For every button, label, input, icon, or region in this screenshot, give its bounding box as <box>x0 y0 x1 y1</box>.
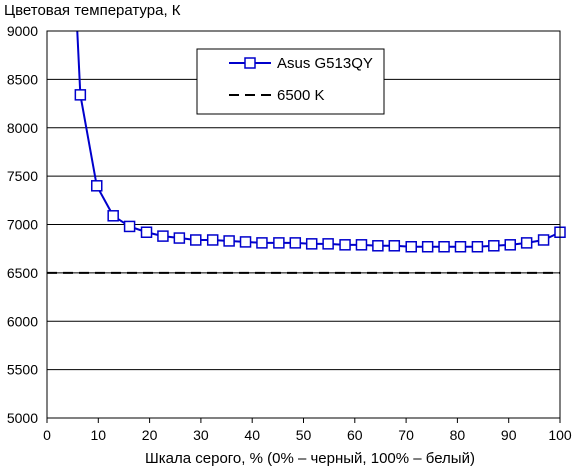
data-point-asus <box>372 240 384 252</box>
data-point-asus <box>405 241 417 253</box>
legend-marker-asus <box>244 57 256 69</box>
x-tick-label: 20 <box>142 427 158 443</box>
y-tick-label: 6000 <box>7 313 38 329</box>
y-tick-label: 6500 <box>7 265 38 281</box>
data-point-asus <box>388 240 401 252</box>
data-point-asus <box>471 241 484 253</box>
y-tick-labels: 5000 5500 6000 6500 7000 7500 8000 8500 9000 <box>7 23 38 426</box>
data-point-asus <box>339 239 351 251</box>
data-point-asus <box>206 234 219 246</box>
y-tick-label: 5000 <box>7 410 38 426</box>
x-tick-labels: 0 10 20 30 40 50 60 70 80 90 100 <box>43 418 572 443</box>
data-point-asus <box>322 238 334 250</box>
data-point-asus <box>537 234 550 246</box>
x-tick-label: 90 <box>501 427 517 443</box>
data-point-asus <box>140 226 153 238</box>
y-tick-label: 9000 <box>7 23 38 39</box>
data-point-asus <box>107 210 119 222</box>
data-point-asus <box>74 89 87 101</box>
legend: Asus G513QY 6500 K <box>196 48 385 115</box>
data-point-asus <box>223 235 235 247</box>
data-point-asus <box>289 237 302 249</box>
y-tick-label: 7000 <box>7 217 38 233</box>
legend-label-6500k: 6500 K <box>277 87 325 104</box>
x-tick-label: 70 <box>398 427 414 443</box>
data-point-asus <box>438 241 450 253</box>
data-point-asus <box>421 241 434 253</box>
data-point-asus <box>454 241 467 253</box>
x-tick-label: 30 <box>193 427 209 443</box>
data-point-asus <box>256 237 268 249</box>
data-point-asus <box>190 234 202 246</box>
data-point-asus <box>305 238 318 250</box>
x-axis-title: Шкала серого, % (0% – черный, 100% – бел… <box>145 450 475 467</box>
x-tick-label: 50 <box>296 427 312 443</box>
x-tick-label: 40 <box>244 427 260 443</box>
y-tick-label: 7500 <box>7 168 38 184</box>
data-point-asus <box>123 220 136 233</box>
x-tick-label: 0 <box>43 427 51 443</box>
legend-box <box>196 48 385 115</box>
data-point-asus <box>488 240 500 252</box>
data-point-asus <box>239 236 252 248</box>
data-point-asus <box>273 237 285 249</box>
x-tick-label: 100 <box>548 427 572 443</box>
x-tick-label: 60 <box>347 427 363 443</box>
data-point-asus <box>173 232 186 244</box>
x-tick-label: 10 <box>91 427 107 443</box>
data-point-asus <box>355 239 368 251</box>
data-point-asus <box>157 230 169 242</box>
legend-label-asus: Asus G513QY <box>277 55 373 72</box>
data-point-asus <box>520 237 533 249</box>
y-tick-label: 8000 <box>7 120 38 136</box>
data-point-asus <box>504 239 516 251</box>
y-axis-title: Цветовая температура, К <box>4 2 181 19</box>
data-point-asus <box>91 180 103 192</box>
x-tick-label: 80 <box>450 427 466 443</box>
plot-frame <box>46 30 561 419</box>
y-tick-label: 5500 <box>7 362 38 378</box>
y-tick-label: 8500 <box>7 71 38 87</box>
